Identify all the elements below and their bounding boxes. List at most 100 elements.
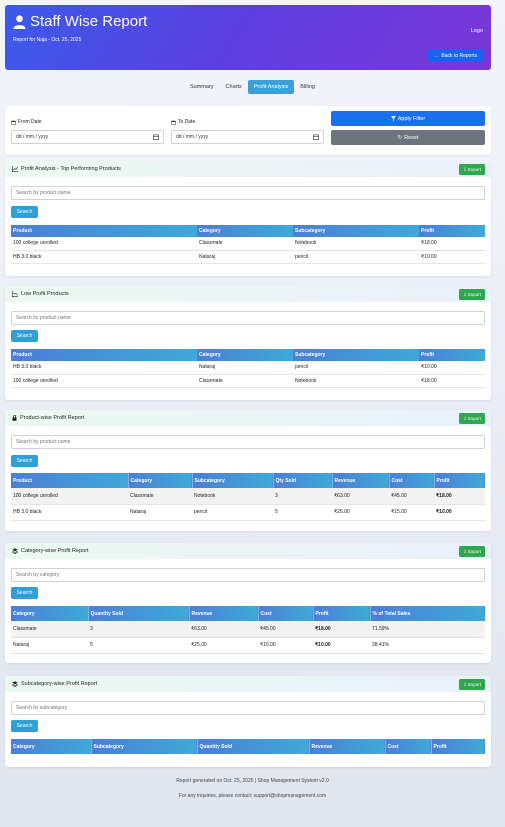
table-cell: Nataraj — [197, 250, 293, 264]
export-button[interactable]: ⇩ Export — [459, 546, 485, 557]
from-date-input[interactable]: dd / mm / yyyy — [11, 130, 164, 144]
table-cell: 100 college unrolled — [11, 488, 128, 505]
footer-generated: Report generated on Oct. 25, 2025 | Shop… — [176, 778, 329, 784]
reset-label: Reset — [404, 134, 419, 141]
column-header: Category — [11, 606, 88, 621]
export-label: Export — [467, 416, 481, 421]
tab-profit-analysis[interactable]: Profit Analysis — [247, 80, 295, 94]
table-cell: pencil — [293, 250, 419, 264]
search-button[interactable]: Search — [11, 206, 38, 218]
export-label: Export — [467, 167, 481, 172]
table-cell: Nataraj — [197, 361, 293, 375]
search-button[interactable]: Search — [11, 455, 38, 467]
table-cell: ₹63.00 — [189, 621, 258, 638]
tab-charts[interactable]: Charts — [225, 84, 242, 90]
table-cell: ₹10.00 — [419, 250, 485, 264]
table-row: 100 college unrolled Classmate Notebook … — [11, 488, 485, 505]
table-cell: HB 3.0 black — [11, 361, 197, 375]
table-cell: 100 college unrolled — [11, 237, 197, 251]
page-title-text: Staff Wise Report — [30, 13, 148, 30]
from-date-label: From Date — [11, 119, 42, 125]
calendar-icon — [171, 120, 176, 125]
table-row: HB 3.0 black Nataraj pencil 5 ₹25.00 ₹15… — [11, 504, 485, 521]
table-row: Classmate 3 ₹63.00 ₹45.00 ₹18.00 71.59% — [11, 621, 485, 638]
column-header: Revenue — [308, 739, 385, 754]
card-header: Category-wise Profit Report ⇩ Export — [5, 543, 491, 559]
column-header: Category — [127, 473, 192, 488]
card-header: Subcategory-wise Profit Report ⇩ Export — [5, 676, 491, 692]
footer-contact: For any inquiries, please contact: suppo… — [178, 793, 327, 799]
table-cell: 28.41% — [370, 637, 485, 654]
card-title: Product-wise Profit Report — [12, 415, 84, 421]
column-header: Cost — [257, 606, 313, 621]
card-title-text: Subcategory-wise Profit Report — [21, 681, 98, 687]
table-header-row: Product Category Subcategory Profit — [11, 225, 485, 237]
card-header: Product-wise Profit Report ⇩ Export — [5, 410, 491, 426]
search-button[interactable]: Search — [11, 587, 38, 599]
export-button[interactable]: ⇩ Export — [459, 413, 485, 424]
export-button[interactable]: ⇩ Export — [459, 679, 485, 690]
export-button[interactable]: ⇩ Export — [459, 164, 485, 175]
lock-icon — [12, 415, 17, 421]
table-row: 100 college unrolled Classmate Notebook … — [11, 237, 485, 251]
column-header: Profit — [430, 739, 485, 754]
column-header: Profit — [312, 606, 370, 621]
search-button[interactable]: Search — [11, 330, 38, 342]
column-header: Subcategory — [191, 473, 273, 488]
column-header: Quantity Sold — [196, 739, 309, 754]
to-date-input[interactable]: dd / mm / yyyy — [171, 130, 324, 144]
export-button[interactable]: ⇩ Export — [459, 289, 485, 300]
tab-summary[interactable]: Summary — [190, 84, 214, 90]
card-header: Profit Analysis - Top Performing Product… — [5, 161, 491, 177]
top-products-table: Product Category Subcategory Profit 100 … — [11, 225, 485, 264]
column-header: Product — [11, 473, 128, 488]
back-to-reports-button[interactable]: ← Back to Reports — [428, 49, 483, 62]
from-date-value: dd / mm / yyyy — [16, 134, 49, 140]
table-cell: Classmate — [128, 488, 192, 505]
category-search-input[interactable]: Search by category — [11, 568, 485, 582]
calendar-picker-icon[interactable] — [153, 134, 159, 140]
reset-button[interactable]: ↻ Reset — [331, 130, 485, 145]
table-cell: ₹10.00 — [434, 504, 485, 521]
table-cell: ₹63.00 — [332, 488, 389, 505]
apply-filter-button[interactable]: Apply Filter — [331, 111, 485, 126]
to-date-value: dd / mm / yyyy — [176, 134, 209, 140]
refresh-icon: ↻ — [397, 134, 403, 141]
subcategory-wise-table: Category Subcategory Quantity Sold Reven… — [11, 739, 485, 754]
column-header: Cost — [384, 739, 431, 754]
card-title: Profit Analysis - Top Performing Product… — [12, 166, 121, 172]
table-cell: ₹10.00 — [419, 361, 485, 375]
card-title-text: Product-wise Profit Report — [20, 415, 85, 421]
table-cell: HB 3.0 black — [11, 504, 128, 521]
column-header: Revenue — [188, 606, 258, 621]
table-cell: Classmate — [197, 237, 293, 251]
column-header: Category — [197, 225, 293, 237]
column-header: Product — [11, 225, 197, 237]
logo: Logo — [470, 28, 483, 34]
product-search-input[interactable]: Search by product name — [11, 435, 485, 449]
table-cell: ₹10.00 — [313, 637, 370, 654]
date-filter-card: From Date dd / mm / yyyy To Date dd / mm… — [5, 106, 491, 155]
card-header: Low Profit Products ⇩ Export — [5, 286, 491, 302]
from-date-label-text: From Date — [18, 119, 42, 125]
table-header-row: Category Quantity Sold Revenue Cost Prof… — [11, 606, 485, 621]
download-icon: ⇩ — [463, 415, 467, 421]
column-header: Product — [11, 349, 197, 361]
product-wise-table: Product Category Subcategory Qty Sold Re… — [11, 473, 485, 521]
column-header: Profit — [419, 349, 485, 361]
table-cell: ₹18.00 — [419, 237, 485, 251]
column-header: Category — [11, 739, 91, 754]
column-header: Cost — [388, 473, 434, 488]
subcategory-search-input[interactable]: Search by subcategory — [11, 701, 485, 715]
search-button[interactable]: Search — [11, 720, 38, 732]
column-header: Revenue — [331, 473, 389, 488]
column-header: Profit — [433, 473, 485, 488]
calendar-picker-icon[interactable] — [313, 134, 319, 140]
layers-icon — [12, 681, 18, 687]
page-title: Staff Wise Report — [13, 13, 147, 30]
product-search-input[interactable]: Search by product name — [11, 186, 485, 200]
column-header: % of Total Sales — [369, 606, 485, 621]
line-chart-icon — [12, 291, 18, 297]
product-search-input[interactable]: Search by product name — [11, 311, 485, 325]
tab-billing[interactable]: Billing — [300, 84, 315, 90]
